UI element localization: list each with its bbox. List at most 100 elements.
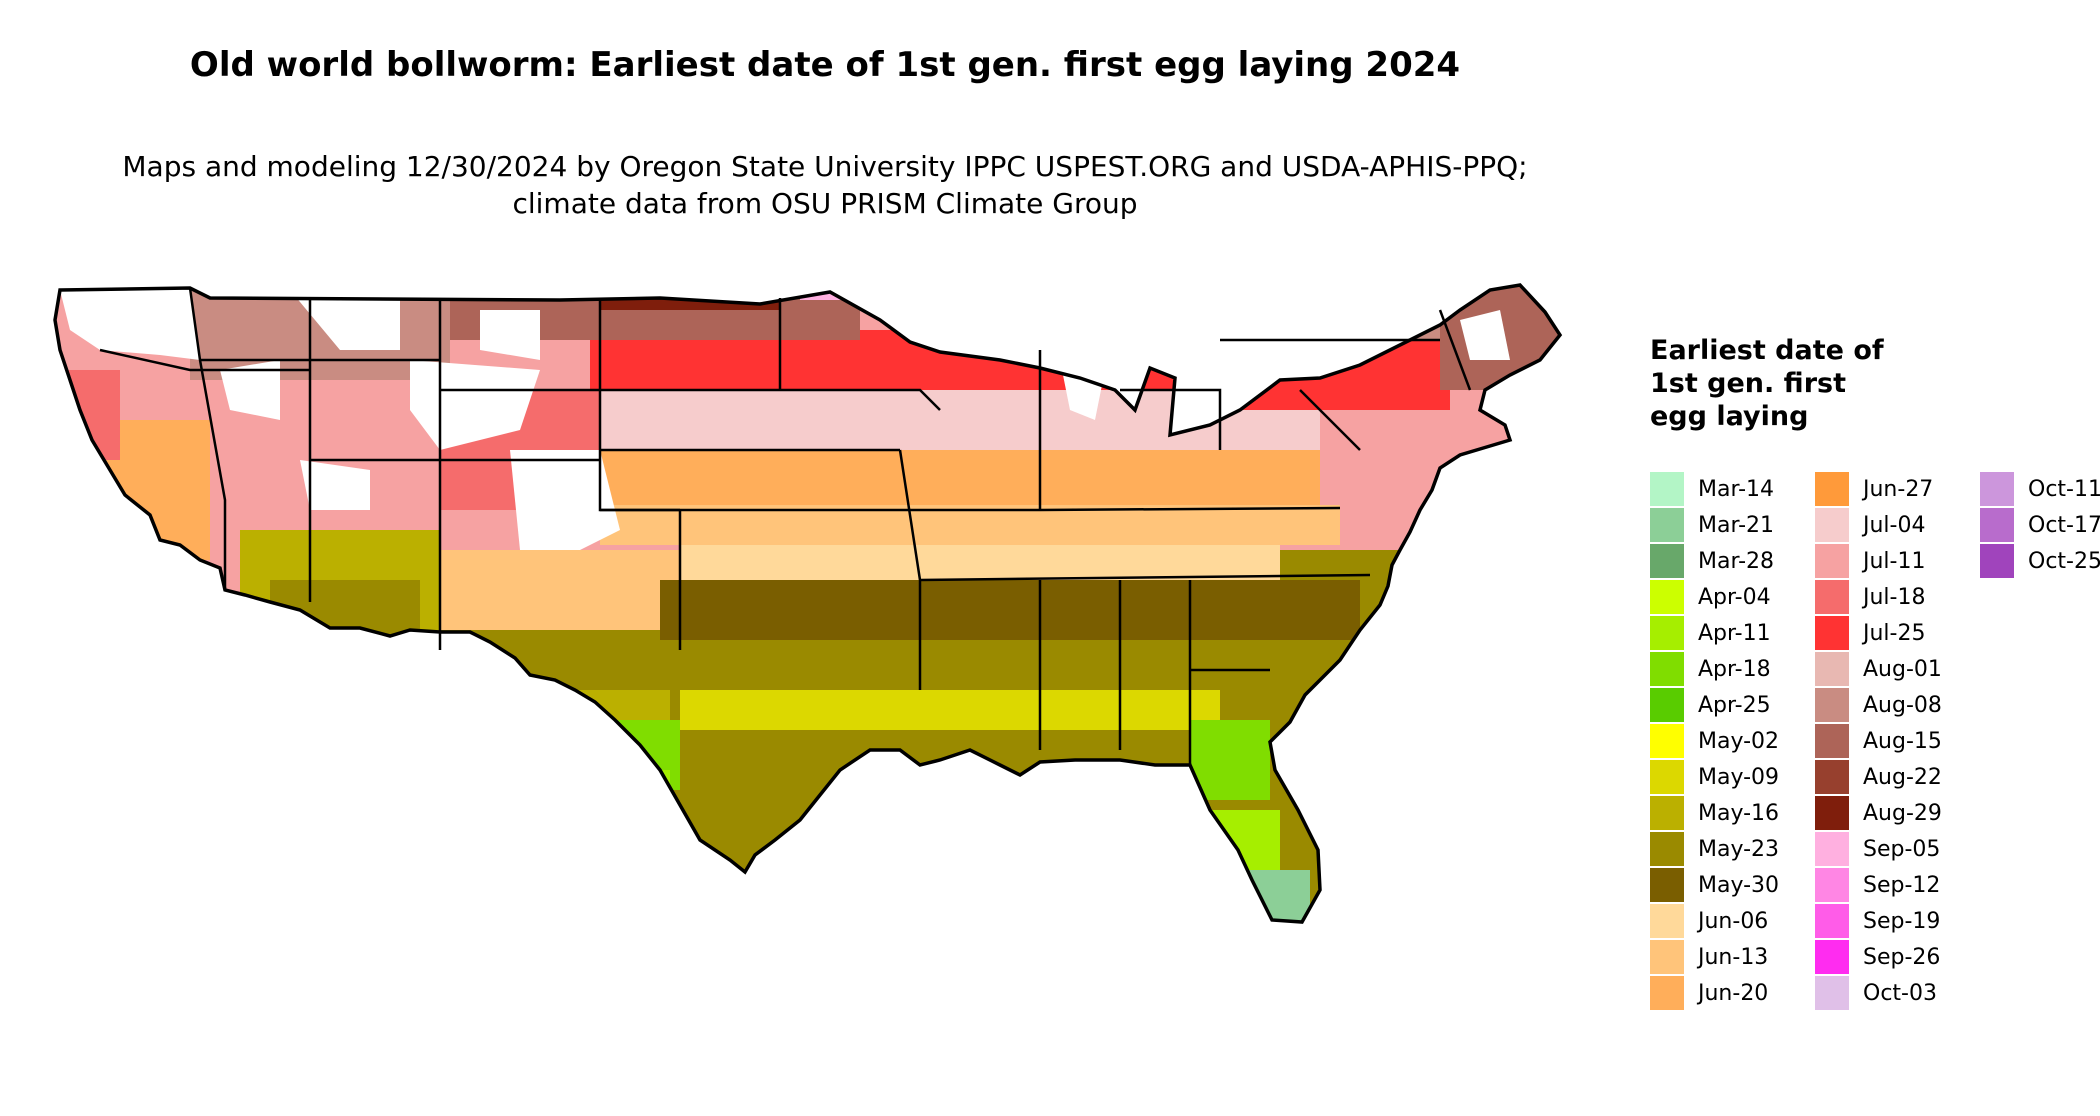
legend-label: Jun-20 xyxy=(1698,980,1769,1006)
legend-item: Sep-19 xyxy=(1815,903,1940,939)
legend-swatch xyxy=(1815,904,1849,938)
legend-label: May-30 xyxy=(1698,872,1780,898)
legend-swatch xyxy=(1815,508,1849,542)
legend-item: Jun-27 xyxy=(1815,471,1933,507)
legend-item: Jul-18 xyxy=(1815,579,1925,615)
legend-swatch xyxy=(1650,868,1684,902)
legend-swatch xyxy=(1650,544,1684,578)
legend-label: Oct-25 xyxy=(2028,548,2100,574)
legend-item: Jul-04 xyxy=(1815,507,1925,543)
legend-item: Aug-15 xyxy=(1815,723,1942,759)
legend-item: Jun-13 xyxy=(1650,939,1768,975)
legend-swatch xyxy=(1815,976,1849,1010)
lake-michigan xyxy=(1060,310,1105,420)
legend-item: Aug-01 xyxy=(1815,651,1942,687)
map-subtitle: Maps and modeling 12/30/2024 by Oregon S… xyxy=(122,150,1528,220)
map-title: Old world bollworm: Earliest date of 1st… xyxy=(189,45,1461,85)
legend-label: Jun-06 xyxy=(1698,908,1769,934)
legend-swatch xyxy=(1980,508,2014,542)
legend-swatch xyxy=(1815,724,1849,758)
legend-swatch xyxy=(1650,796,1684,830)
legend-item: Jul-11 xyxy=(1815,543,1925,579)
legend-item: Oct-25 xyxy=(1980,543,2100,579)
legend-label: May-16 xyxy=(1698,800,1780,826)
legend-swatch xyxy=(1650,688,1684,722)
legend: Mar-14 Mar-21 Mar-28 Apr-04 Apr-11 Apr-18 Apr-… xyxy=(1650,471,2100,1010)
legend-label: Mar-28 xyxy=(1698,548,1775,574)
legend-label: Aug-01 xyxy=(1863,656,1942,682)
legend-label: May-23 xyxy=(1698,836,1780,862)
legend-item: Apr-04 xyxy=(1650,579,1771,615)
legend-label: Mar-14 xyxy=(1698,476,1775,502)
legend-item: Jun-20 xyxy=(1650,975,1768,1011)
legend-item: Aug-08 xyxy=(1815,687,1942,723)
legend-label: Oct-11 xyxy=(2028,476,2100,502)
legend-label: Mar-21 xyxy=(1698,512,1775,538)
legend-swatch xyxy=(1650,976,1684,1010)
legend-swatch xyxy=(1980,544,2014,578)
legend-swatch xyxy=(1815,832,1849,866)
legend-swatch xyxy=(1650,652,1684,686)
legend-swatch xyxy=(1650,472,1684,506)
legend-item: May-09 xyxy=(1650,759,1779,795)
legend-swatch xyxy=(1650,904,1684,938)
legend-item: Sep-05 xyxy=(1815,831,1940,867)
legend-item: Oct-03 xyxy=(1815,975,1937,1011)
legend-item: Aug-29 xyxy=(1815,795,1942,831)
legend-label: Sep-26 xyxy=(1863,944,1941,970)
legend-label: Sep-05 xyxy=(1863,836,1941,862)
legend-label: Oct-17 xyxy=(2028,512,2100,538)
legend-swatch xyxy=(1815,688,1849,722)
legend-label: Jul-18 xyxy=(1863,584,1926,610)
legend-swatch xyxy=(1815,760,1849,794)
legend-title: Earliest date of 1st gen. first egg layi… xyxy=(1650,335,1884,432)
legend-item: Mar-28 xyxy=(1650,543,1774,579)
state-borders xyxy=(99,287,1472,765)
legend-label: Sep-19 xyxy=(1863,908,1941,934)
legend-item: May-30 xyxy=(1650,867,1779,903)
legend-swatch xyxy=(1815,940,1849,974)
phenology-raster xyxy=(55,285,1560,922)
legend-label: Apr-04 xyxy=(1698,584,1771,610)
legend-label: May-09 xyxy=(1698,764,1780,790)
legend-label: Jun-13 xyxy=(1698,944,1769,970)
legend-item: May-02 xyxy=(1650,723,1779,759)
legend-item: Oct-11 xyxy=(1980,471,2100,507)
legend-swatch xyxy=(1650,832,1684,866)
legend-swatch xyxy=(1650,508,1684,542)
legend-item: Jul-25 xyxy=(1815,615,1925,651)
legend-swatch xyxy=(1650,616,1684,650)
legend-swatch xyxy=(1650,724,1684,758)
legend-label: Apr-11 xyxy=(1698,620,1771,646)
legend-label: Jul-04 xyxy=(1863,512,1926,538)
legend-item: Sep-26 xyxy=(1815,939,1940,975)
legend-label: Jul-11 xyxy=(1863,548,1926,574)
legend-item: Apr-25 xyxy=(1650,687,1771,723)
legend-item: Jun-06 xyxy=(1650,903,1768,939)
legend-label: Jul-25 xyxy=(1863,620,1926,646)
legend-item: Apr-11 xyxy=(1650,615,1771,651)
legend-label: Aug-22 xyxy=(1863,764,1942,790)
legend-label: Sep-12 xyxy=(1863,872,1941,898)
legend-label: Aug-15 xyxy=(1863,728,1942,754)
legend-label: Aug-08 xyxy=(1863,692,1942,718)
legend-swatch xyxy=(1815,472,1849,506)
legend-swatch xyxy=(1650,940,1684,974)
legend-item: May-16 xyxy=(1650,795,1779,831)
legend-swatch xyxy=(1650,580,1684,614)
legend-label: Aug-29 xyxy=(1863,800,1942,826)
legend-swatch xyxy=(1980,472,2014,506)
legend-swatch xyxy=(1815,796,1849,830)
legend-item: Oct-17 xyxy=(1980,507,2100,543)
legend-label: May-02 xyxy=(1698,728,1780,754)
legend-item: Sep-12 xyxy=(1815,867,1940,903)
legend-swatch xyxy=(1815,868,1849,902)
us-map xyxy=(53,283,1562,924)
legend-item: Aug-22 xyxy=(1815,759,1942,795)
legend-label: Oct-03 xyxy=(1863,980,1937,1006)
legend-item: Mar-21 xyxy=(1650,507,1774,543)
legend-label: Apr-18 xyxy=(1698,656,1771,682)
legend-label: Jun-27 xyxy=(1863,476,1934,502)
legend-item: Mar-14 xyxy=(1650,471,1774,507)
legend-item: Apr-18 xyxy=(1650,651,1771,687)
